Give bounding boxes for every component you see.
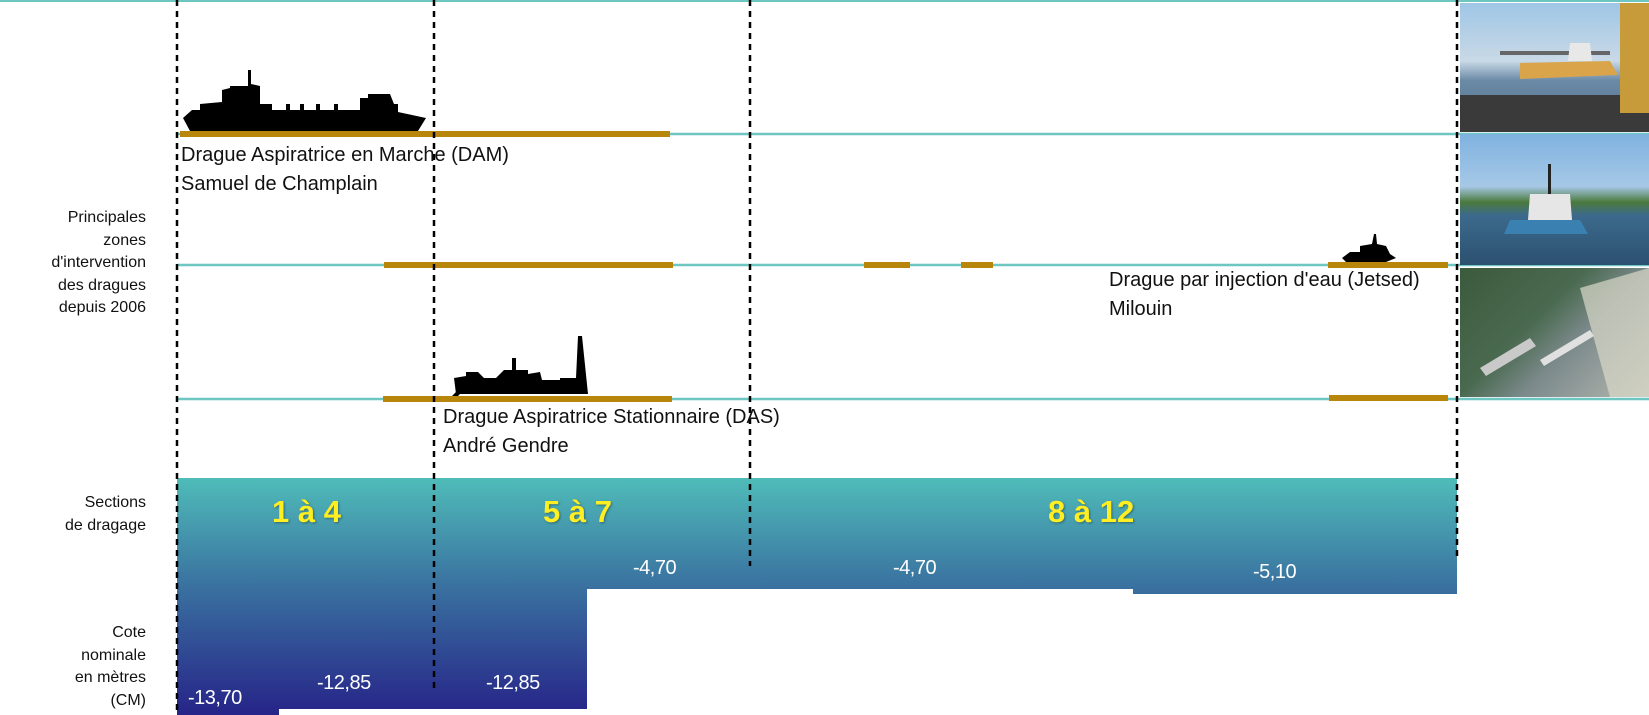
zone-bar-2b bbox=[864, 262, 910, 268]
das-type: Drague Aspiratrice Stationnaire (DAS) bbox=[443, 406, 780, 428]
cote-label-line: (CM) bbox=[110, 691, 146, 709]
zone-bar-2d bbox=[1328, 262, 1448, 268]
zones-label-line: zones bbox=[103, 231, 146, 249]
photo-jetsed-ship bbox=[1460, 134, 1649, 265]
jetsed-ship-icon bbox=[1342, 234, 1396, 262]
sections-label-line: de dragage bbox=[65, 516, 146, 534]
depth-profile bbox=[177, 478, 1457, 715]
das-label: Drague Aspiratrice Stationnaire (DAS) An… bbox=[443, 403, 780, 461]
section-label-1: 1 à 4 bbox=[272, 494, 341, 529]
zone-bar-2a bbox=[384, 262, 673, 268]
das-name: André Gendre bbox=[443, 435, 569, 457]
photo-das-ship bbox=[1460, 268, 1649, 397]
jetsed-label: Drague par injection d'eau (Jetsed) Milo… bbox=[1109, 266, 1420, 324]
jetsed-name: Milouin bbox=[1109, 298, 1173, 320]
zones-label-line: d'intervention bbox=[51, 254, 146, 271]
section-label-3: 8 à 12 bbox=[1048, 494, 1135, 529]
depth-value-5: -4,70 bbox=[893, 557, 937, 579]
zone-bar-3b bbox=[1329, 395, 1448, 401]
dam-label: Drague Aspiratrice en Marche (DAM) Samue… bbox=[181, 141, 509, 199]
depth-value-4: -4,70 bbox=[633, 557, 677, 579]
sections-label: Sections de dragage bbox=[65, 492, 146, 537]
cote-label-line: Cote bbox=[112, 624, 146, 641]
cote-label-line: en mètres bbox=[74, 669, 146, 686]
cote-label: Cote nominale en mètres (CM) bbox=[75, 622, 146, 712]
zone-bar-das bbox=[383, 396, 672, 402]
sections-label-line: Sections bbox=[84, 494, 146, 511]
depth-value-6: -5,10 bbox=[1253, 561, 1297, 583]
photo-dam-ship bbox=[1460, 3, 1649, 132]
dam-ship-icon bbox=[183, 70, 426, 131]
das-ship-icon bbox=[452, 336, 588, 396]
dam-name: Samuel de Champlain bbox=[181, 173, 378, 195]
zones-label-line: Principales bbox=[67, 209, 146, 226]
cote-label-line: nominale bbox=[81, 646, 146, 664]
zone-bar-dam bbox=[180, 131, 670, 137]
depth-value-2: -12,85 bbox=[317, 672, 371, 694]
zone-bar-2c bbox=[961, 262, 993, 268]
depth-value-3: -12,85 bbox=[486, 672, 540, 694]
zones-label: Principales zones d'intervention des dra… bbox=[51, 207, 146, 320]
section-label-2: 5 à 7 bbox=[543, 494, 612, 529]
zones-label-line: depuis 2006 bbox=[58, 299, 146, 316]
depth-value-1: -13,70 bbox=[188, 687, 242, 709]
jetsed-type: Drague par injection d'eau (Jetsed) bbox=[1109, 269, 1420, 291]
zones-label-line: des dragues bbox=[57, 276, 146, 294]
dam-type: Drague Aspiratrice en Marche (DAM) bbox=[181, 144, 509, 166]
